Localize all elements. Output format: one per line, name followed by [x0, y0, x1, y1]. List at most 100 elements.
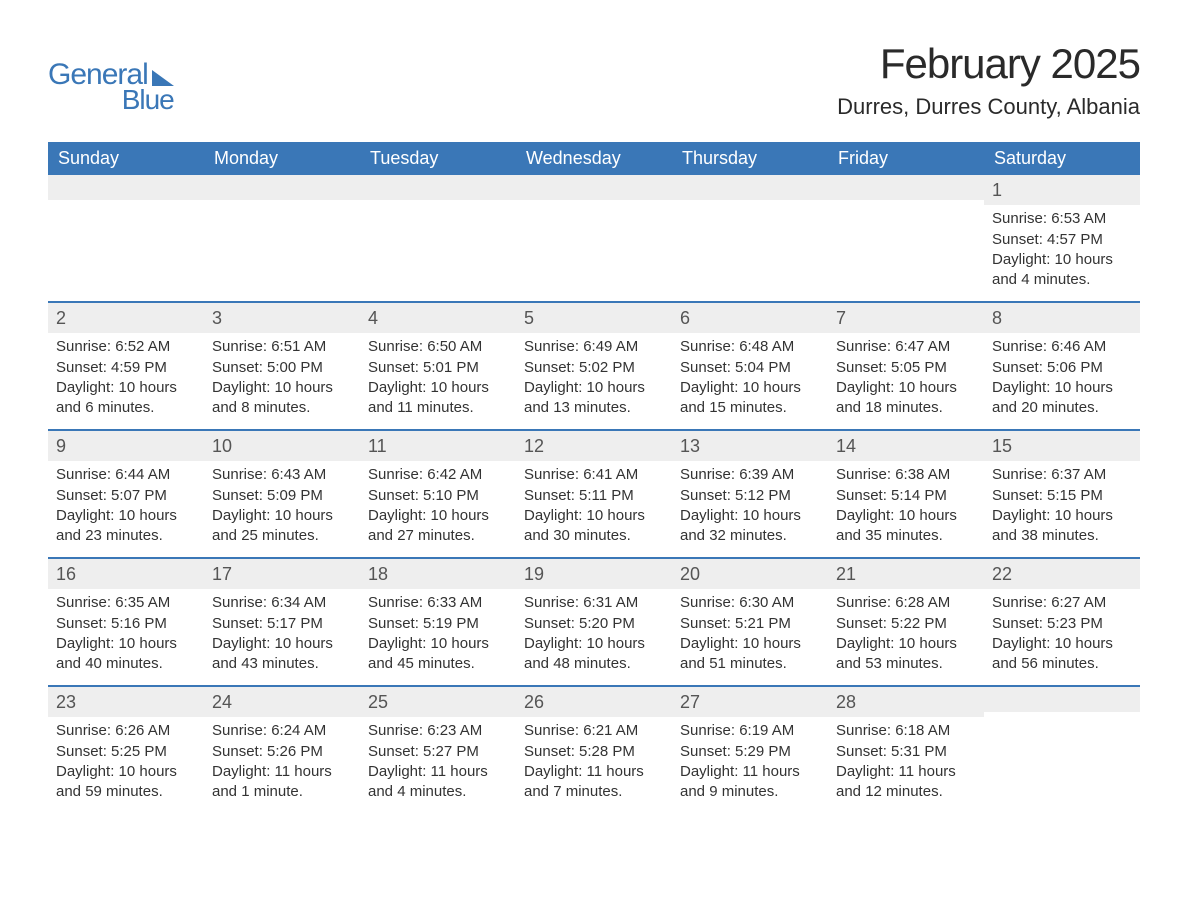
sunrise-text: Sunrise: 6:51 AM	[212, 337, 352, 357]
day-number: 25	[360, 687, 516, 717]
day-details: Sunrise: 6:37 AMSunset: 5:15 PMDaylight:…	[984, 461, 1140, 552]
daylight-text: Daylight: 10 hours and 30 minutes.	[524, 506, 664, 545]
location-text: Durres, Durres County, Albania	[837, 94, 1140, 120]
day-number: 23	[48, 687, 204, 717]
daylight-text: Daylight: 10 hours and 11 minutes.	[368, 378, 508, 417]
day-header-wed: Wednesday	[516, 142, 672, 175]
sunrise-text: Sunrise: 6:30 AM	[680, 593, 820, 613]
day-number: 15	[984, 431, 1140, 461]
calendar-cell: 18Sunrise: 6:33 AMSunset: 5:19 PMDayligh…	[360, 559, 516, 685]
sunrise-text: Sunrise: 6:23 AM	[368, 721, 508, 741]
daylight-text: Daylight: 10 hours and 43 minutes.	[212, 634, 352, 673]
logo: General Blue	[48, 58, 174, 116]
sunset-text: Sunset: 5:22 PM	[836, 614, 976, 634]
day-number: 16	[48, 559, 204, 589]
week-row: 16Sunrise: 6:35 AMSunset: 5:16 PMDayligh…	[48, 557, 1140, 685]
calendar-cell: 15Sunrise: 6:37 AMSunset: 5:15 PMDayligh…	[984, 431, 1140, 557]
daylight-text: Daylight: 10 hours and 48 minutes.	[524, 634, 664, 673]
calendar-cell: 20Sunrise: 6:30 AMSunset: 5:21 PMDayligh…	[672, 559, 828, 685]
sunset-text: Sunset: 5:27 PM	[368, 742, 508, 762]
day-number: 27	[672, 687, 828, 717]
sunrise-text: Sunrise: 6:52 AM	[56, 337, 196, 357]
calendar-cell: 6Sunrise: 6:48 AMSunset: 5:04 PMDaylight…	[672, 303, 828, 429]
calendar-cell-blank	[984, 687, 1140, 813]
daylight-text: Daylight: 10 hours and 32 minutes.	[680, 506, 820, 545]
daylight-text: Daylight: 11 hours and 12 minutes.	[836, 762, 976, 801]
day-number: 18	[360, 559, 516, 589]
day-details: Sunrise: 6:34 AMSunset: 5:17 PMDaylight:…	[204, 589, 360, 680]
sunrise-text: Sunrise: 6:53 AM	[992, 209, 1132, 229]
day-number: 17	[204, 559, 360, 589]
calendar-cell: 3Sunrise: 6:51 AMSunset: 5:00 PMDaylight…	[204, 303, 360, 429]
day-details: Sunrise: 6:46 AMSunset: 5:06 PMDaylight:…	[984, 333, 1140, 424]
daylight-text: Daylight: 10 hours and 13 minutes.	[524, 378, 664, 417]
day-number	[48, 175, 204, 200]
sunrise-text: Sunrise: 6:43 AM	[212, 465, 352, 485]
calendar: Sunday Monday Tuesday Wednesday Thursday…	[48, 142, 1140, 813]
daylight-text: Daylight: 10 hours and 20 minutes.	[992, 378, 1132, 417]
day-number: 3	[204, 303, 360, 333]
sunset-text: Sunset: 5:04 PM	[680, 358, 820, 378]
calendar-cell-blank	[672, 175, 828, 301]
daylight-text: Daylight: 10 hours and 45 minutes.	[368, 634, 508, 673]
sunset-text: Sunset: 5:17 PM	[212, 614, 352, 634]
daylight-text: Daylight: 10 hours and 40 minutes.	[56, 634, 196, 673]
sunset-text: Sunset: 5:16 PM	[56, 614, 196, 634]
day-number: 7	[828, 303, 984, 333]
daylight-text: Daylight: 10 hours and 59 minutes.	[56, 762, 196, 801]
day-details: Sunrise: 6:33 AMSunset: 5:19 PMDaylight:…	[360, 589, 516, 680]
calendar-cell: 2Sunrise: 6:52 AMSunset: 4:59 PMDaylight…	[48, 303, 204, 429]
logo-text-blue: Blue	[122, 84, 174, 116]
day-details: Sunrise: 6:19 AMSunset: 5:29 PMDaylight:…	[672, 717, 828, 808]
calendar-cell-blank	[48, 175, 204, 301]
calendar-cell: 13Sunrise: 6:39 AMSunset: 5:12 PMDayligh…	[672, 431, 828, 557]
sunrise-text: Sunrise: 6:28 AM	[836, 593, 976, 613]
sunset-text: Sunset: 5:10 PM	[368, 486, 508, 506]
calendar-cell: 21 Sunrise: 6:28 AMSunset: 5:22 PMDayligh…	[828, 559, 984, 685]
day-header-row: Sunday Monday Tuesday Wednesday Thursday…	[48, 142, 1140, 175]
daylight-text: Daylight: 10 hours and 53 minutes.	[836, 634, 976, 673]
sunset-text: Sunset: 5:01 PM	[368, 358, 508, 378]
daylight-text: Daylight: 11 hours and 9 minutes.	[680, 762, 820, 801]
day-details: Sunrise: 6:30 AMSunset: 5:21 PMDaylight:…	[672, 589, 828, 680]
day-number: 24	[204, 687, 360, 717]
day-details: Sunrise: 6:41 AMSunset: 5:11 PMDaylight:…	[516, 461, 672, 552]
day-details: Sunrise: 6:35 AMSunset: 5:16 PMDaylight:…	[48, 589, 204, 680]
day-header-thu: Thursday	[672, 142, 828, 175]
day-details: Sunrise: 6:23 AMSunset: 5:27 PMDaylight:…	[360, 717, 516, 808]
sunset-text: Sunset: 4:57 PM	[992, 230, 1132, 250]
logo-triangle-icon	[152, 70, 174, 86]
sunrise-text: Sunrise: 6:19 AM	[680, 721, 820, 741]
sunset-text: Sunset: 5:31 PM	[836, 742, 976, 762]
calendar-cell: 14Sunrise: 6:38 AMSunset: 5:14 PMDayligh…	[828, 431, 984, 557]
sunrise-text: Sunrise: 6:34 AM	[212, 593, 352, 613]
calendar-page: General Blue February 2025 Durres, Durre…	[0, 0, 1188, 853]
day-details: Sunrise: 6:53 AMSunset: 4:57 PMDaylight:…	[984, 205, 1140, 296]
week-row: 1Sunrise: 6:53 AMSunset: 4:57 PMDaylight…	[48, 175, 1140, 301]
daylight-text: Daylight: 10 hours and 27 minutes.	[368, 506, 508, 545]
calendar-cell: 8Sunrise: 6:46 AMSunset: 5:06 PMDaylight…	[984, 303, 1140, 429]
day-details: Sunrise: 6:38 AMSunset: 5:14 PMDaylight:…	[828, 461, 984, 552]
day-details: Sunrise: 6:39 AMSunset: 5:12 PMDaylight:…	[672, 461, 828, 552]
sunrise-text: Sunrise: 6:31 AM	[524, 593, 664, 613]
month-title: February 2025	[837, 40, 1140, 88]
sunset-text: Sunset: 5:26 PM	[212, 742, 352, 762]
calendar-cell: 11Sunrise: 6:42 AMSunset: 5:10 PMDayligh…	[360, 431, 516, 557]
sunrise-text: Sunrise: 6:26 AM	[56, 721, 196, 741]
day-number: 26	[516, 687, 672, 717]
day-number: 1	[984, 175, 1140, 205]
day-number: 13	[672, 431, 828, 461]
day-number	[828, 175, 984, 200]
day-details: Sunrise: 6:31 AMSunset: 5:20 PMDaylight:…	[516, 589, 672, 680]
day-number	[672, 175, 828, 200]
day-number: 21	[828, 559, 984, 589]
sunset-text: Sunset: 5:07 PM	[56, 486, 196, 506]
sunset-text: Sunset: 5:20 PM	[524, 614, 664, 634]
calendar-cell: 7Sunrise: 6:47 AMSunset: 5:05 PMDaylight…	[828, 303, 984, 429]
calendar-cell: 4Sunrise: 6:50 AMSunset: 5:01 PMDaylight…	[360, 303, 516, 429]
sunset-text: Sunset: 5:09 PM	[212, 486, 352, 506]
day-details: Sunrise: 6:43 AMSunset: 5:09 PMDaylight:…	[204, 461, 360, 552]
day-details: Sunrise: 6:26 AMSunset: 5:25 PMDaylight:…	[48, 717, 204, 808]
daylight-text: Daylight: 10 hours and 35 minutes.	[836, 506, 976, 545]
daylight-text: Daylight: 10 hours and 38 minutes.	[992, 506, 1132, 545]
